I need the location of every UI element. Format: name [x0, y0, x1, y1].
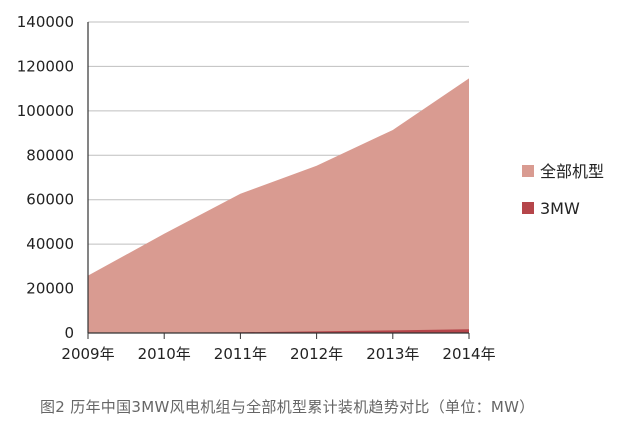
x-tick-label: 2009年 [61, 345, 114, 363]
legend-label-0: 全部机型 [540, 162, 604, 181]
y-axis-tick-labels: 0 20000 40000 60000 80000 100000 120000 140000 [17, 13, 74, 342]
x-tick-label: 2011年 [214, 345, 267, 363]
legend: 全部机型 3MW [522, 162, 604, 218]
area-series-1 [88, 329, 469, 333]
legend-swatch-0 [522, 165, 534, 177]
legend-label-1: 3MW [540, 199, 580, 218]
series-areas [88, 78, 469, 333]
x-tick-label: 2012年 [290, 345, 343, 363]
figure-caption: 图2 历年中国3MW风电机组与全部机型累计装机趋势对比（单位：MW） [40, 398, 535, 416]
y-tick-label: 0 [64, 324, 74, 342]
y-tick-label: 20000 [26, 280, 74, 298]
y-tick-label: 100000 [17, 102, 74, 120]
y-tick-label: 60000 [26, 191, 74, 209]
y-tick-label: 140000 [17, 13, 74, 31]
x-tick-label: 2010年 [138, 345, 191, 363]
x-axis-tick-labels: 2009年 2010年 2011年 2012年 2013年 2014年 [61, 345, 495, 363]
area-series-0 [88, 78, 469, 333]
x-tick-label: 2013年 [366, 345, 419, 363]
legend-swatch-1 [522, 202, 534, 214]
y-tick-label: 80000 [26, 146, 74, 164]
y-tick-label: 40000 [26, 235, 74, 253]
y-tick-label: 120000 [17, 57, 74, 75]
axes [87, 22, 469, 334]
x-tick-label: 2014年 [442, 345, 495, 363]
